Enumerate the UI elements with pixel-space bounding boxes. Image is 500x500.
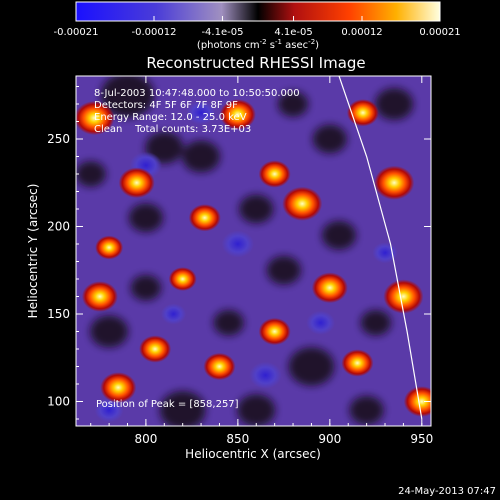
y-tick-label: 100 bbox=[47, 395, 70, 409]
emission-blob bbox=[383, 279, 424, 314]
footer-date: 24-May-2013 07:47 bbox=[398, 486, 496, 497]
plot-frame bbox=[75, 75, 432, 427]
colorbar-tick-label: 0.00021 bbox=[419, 27, 460, 38]
y-axis-label: Heliocentric Y (arcsec) bbox=[26, 184, 40, 319]
emission-blob bbox=[76, 101, 115, 135]
peak-position-text: Position of Peak = [858,257] bbox=[96, 399, 239, 410]
x-tick-label: 900 bbox=[318, 432, 341, 446]
dark-region bbox=[90, 315, 129, 348]
emission-blob bbox=[258, 317, 291, 346]
dark-region bbox=[128, 203, 163, 233]
dark-region bbox=[312, 124, 347, 154]
emission-blob bbox=[403, 386, 431, 417]
x-tick-label: 800 bbox=[134, 432, 157, 446]
emission-blob bbox=[188, 204, 221, 232]
dark-region bbox=[239, 194, 274, 224]
chart-title: Reconstructed RHESSI Image bbox=[146, 54, 365, 72]
colorbar-tick-label: -0.00021 bbox=[54, 27, 99, 38]
dark-region bbox=[182, 140, 221, 173]
dark-region bbox=[288, 347, 335, 386]
detectors-text: Detectors: 4F 5F 6F 7F 8F 9F bbox=[94, 100, 238, 111]
colorbar-tick-label: -4.1e-05 bbox=[201, 27, 243, 38]
emission-blob bbox=[203, 352, 236, 381]
low-flux-region bbox=[306, 310, 336, 335]
dark-region bbox=[237, 394, 276, 426]
emission-blob bbox=[118, 167, 155, 199]
emission-blob bbox=[81, 281, 118, 312]
dark-region bbox=[349, 395, 384, 425]
emission-blob bbox=[100, 372, 137, 403]
emission-blob bbox=[95, 235, 124, 260]
emission-blob bbox=[258, 160, 291, 188]
y-tick-label: 150 bbox=[47, 307, 70, 321]
colorbar bbox=[75, 1, 441, 22]
low-flux-region bbox=[186, 100, 216, 125]
solar-limb-curve bbox=[338, 76, 423, 420]
emission-blob bbox=[341, 349, 374, 377]
x-tick-label: 950 bbox=[410, 432, 433, 446]
clean-counts-text: Clean Total counts: 3.73E+03 bbox=[94, 124, 251, 135]
emission-blob bbox=[139, 335, 172, 363]
y-tick-label: 250 bbox=[47, 132, 70, 146]
colorbar-tick-label: 4.1e-05 bbox=[274, 27, 312, 38]
y-tick-label: 200 bbox=[47, 220, 70, 234]
emission-blob bbox=[219, 99, 256, 130]
colorbar-tick-label: 0.00012 bbox=[341, 27, 382, 38]
dark-region bbox=[76, 161, 106, 187]
dark-region bbox=[360, 309, 392, 336]
dark-region bbox=[321, 220, 357, 250]
emission-blob bbox=[168, 267, 197, 291]
emission-blob bbox=[282, 186, 323, 221]
low-flux-region bbox=[221, 230, 255, 258]
dark-region bbox=[266, 255, 301, 285]
emission-blob bbox=[311, 272, 348, 304]
emission-blob bbox=[346, 99, 379, 127]
dark-region bbox=[159, 391, 206, 426]
x-tick-label: 850 bbox=[226, 432, 249, 446]
annotations: 8-Jul-2003 10:47:48.000 to 10:50:50.000 … bbox=[94, 88, 300, 410]
low-flux-region bbox=[160, 303, 187, 325]
dark-region bbox=[100, 76, 155, 118]
low-flux-region bbox=[94, 398, 124, 423]
heatmap-image bbox=[76, 76, 431, 426]
energy-range-text: Energy Range: 12.0 - 25.0 keV bbox=[94, 112, 247, 123]
dark-region bbox=[277, 91, 309, 117]
emission-blob bbox=[374, 165, 415, 200]
time-range-text: 8-Jul-2003 10:47:48.000 to 10:50:50.000 bbox=[94, 88, 300, 99]
dark-region bbox=[375, 88, 414, 120]
colorbar-unit-label: (photons cm-2 s-1 asec-2) bbox=[197, 38, 319, 51]
x-axis-label: Heliocentric X (arcsec) bbox=[185, 447, 321, 461]
dark-region bbox=[213, 309, 244, 336]
low-flux-region bbox=[249, 361, 282, 389]
colorbar-ticks: -0.00021 -0.00012 -4.1e-05 4.1e-05 0.00012 0.… bbox=[54, 16, 461, 38]
axes: 800 850 900 950 100 150 200 250 bbox=[47, 76, 433, 446]
dark-region bbox=[130, 274, 162, 301]
colorbar-tick-label: -0.00012 bbox=[132, 27, 177, 38]
